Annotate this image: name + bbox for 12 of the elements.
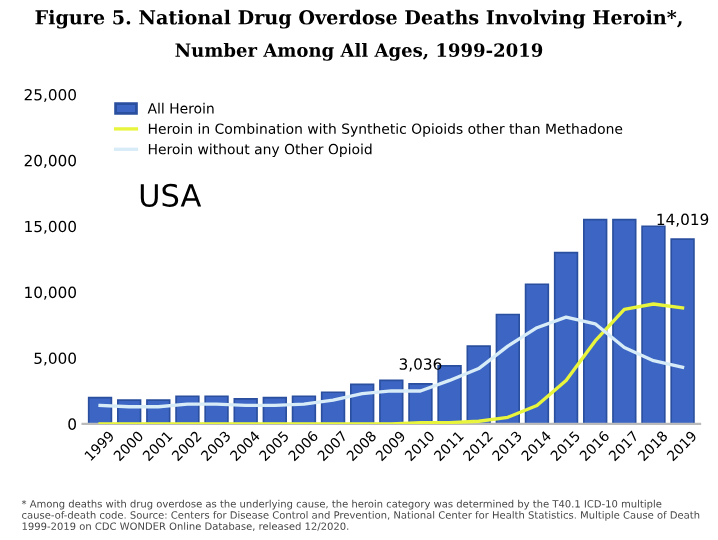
bar (553, 251, 579, 424)
bar (495, 313, 521, 424)
annotation: USA (140, 183, 202, 207)
line-series (98, 315, 685, 409)
bar (670, 238, 695, 424)
bar (641, 225, 666, 424)
chart-title: Figure 5. National Drug Overdose Deaths Involving Heroin*, (35, 9, 682, 29)
bar (524, 283, 550, 424)
line-series (98, 302, 685, 424)
bar (612, 218, 637, 424)
bar (583, 218, 608, 424)
chart-subtitle: Number Among All Ages, 1999-2019 (175, 42, 543, 61)
